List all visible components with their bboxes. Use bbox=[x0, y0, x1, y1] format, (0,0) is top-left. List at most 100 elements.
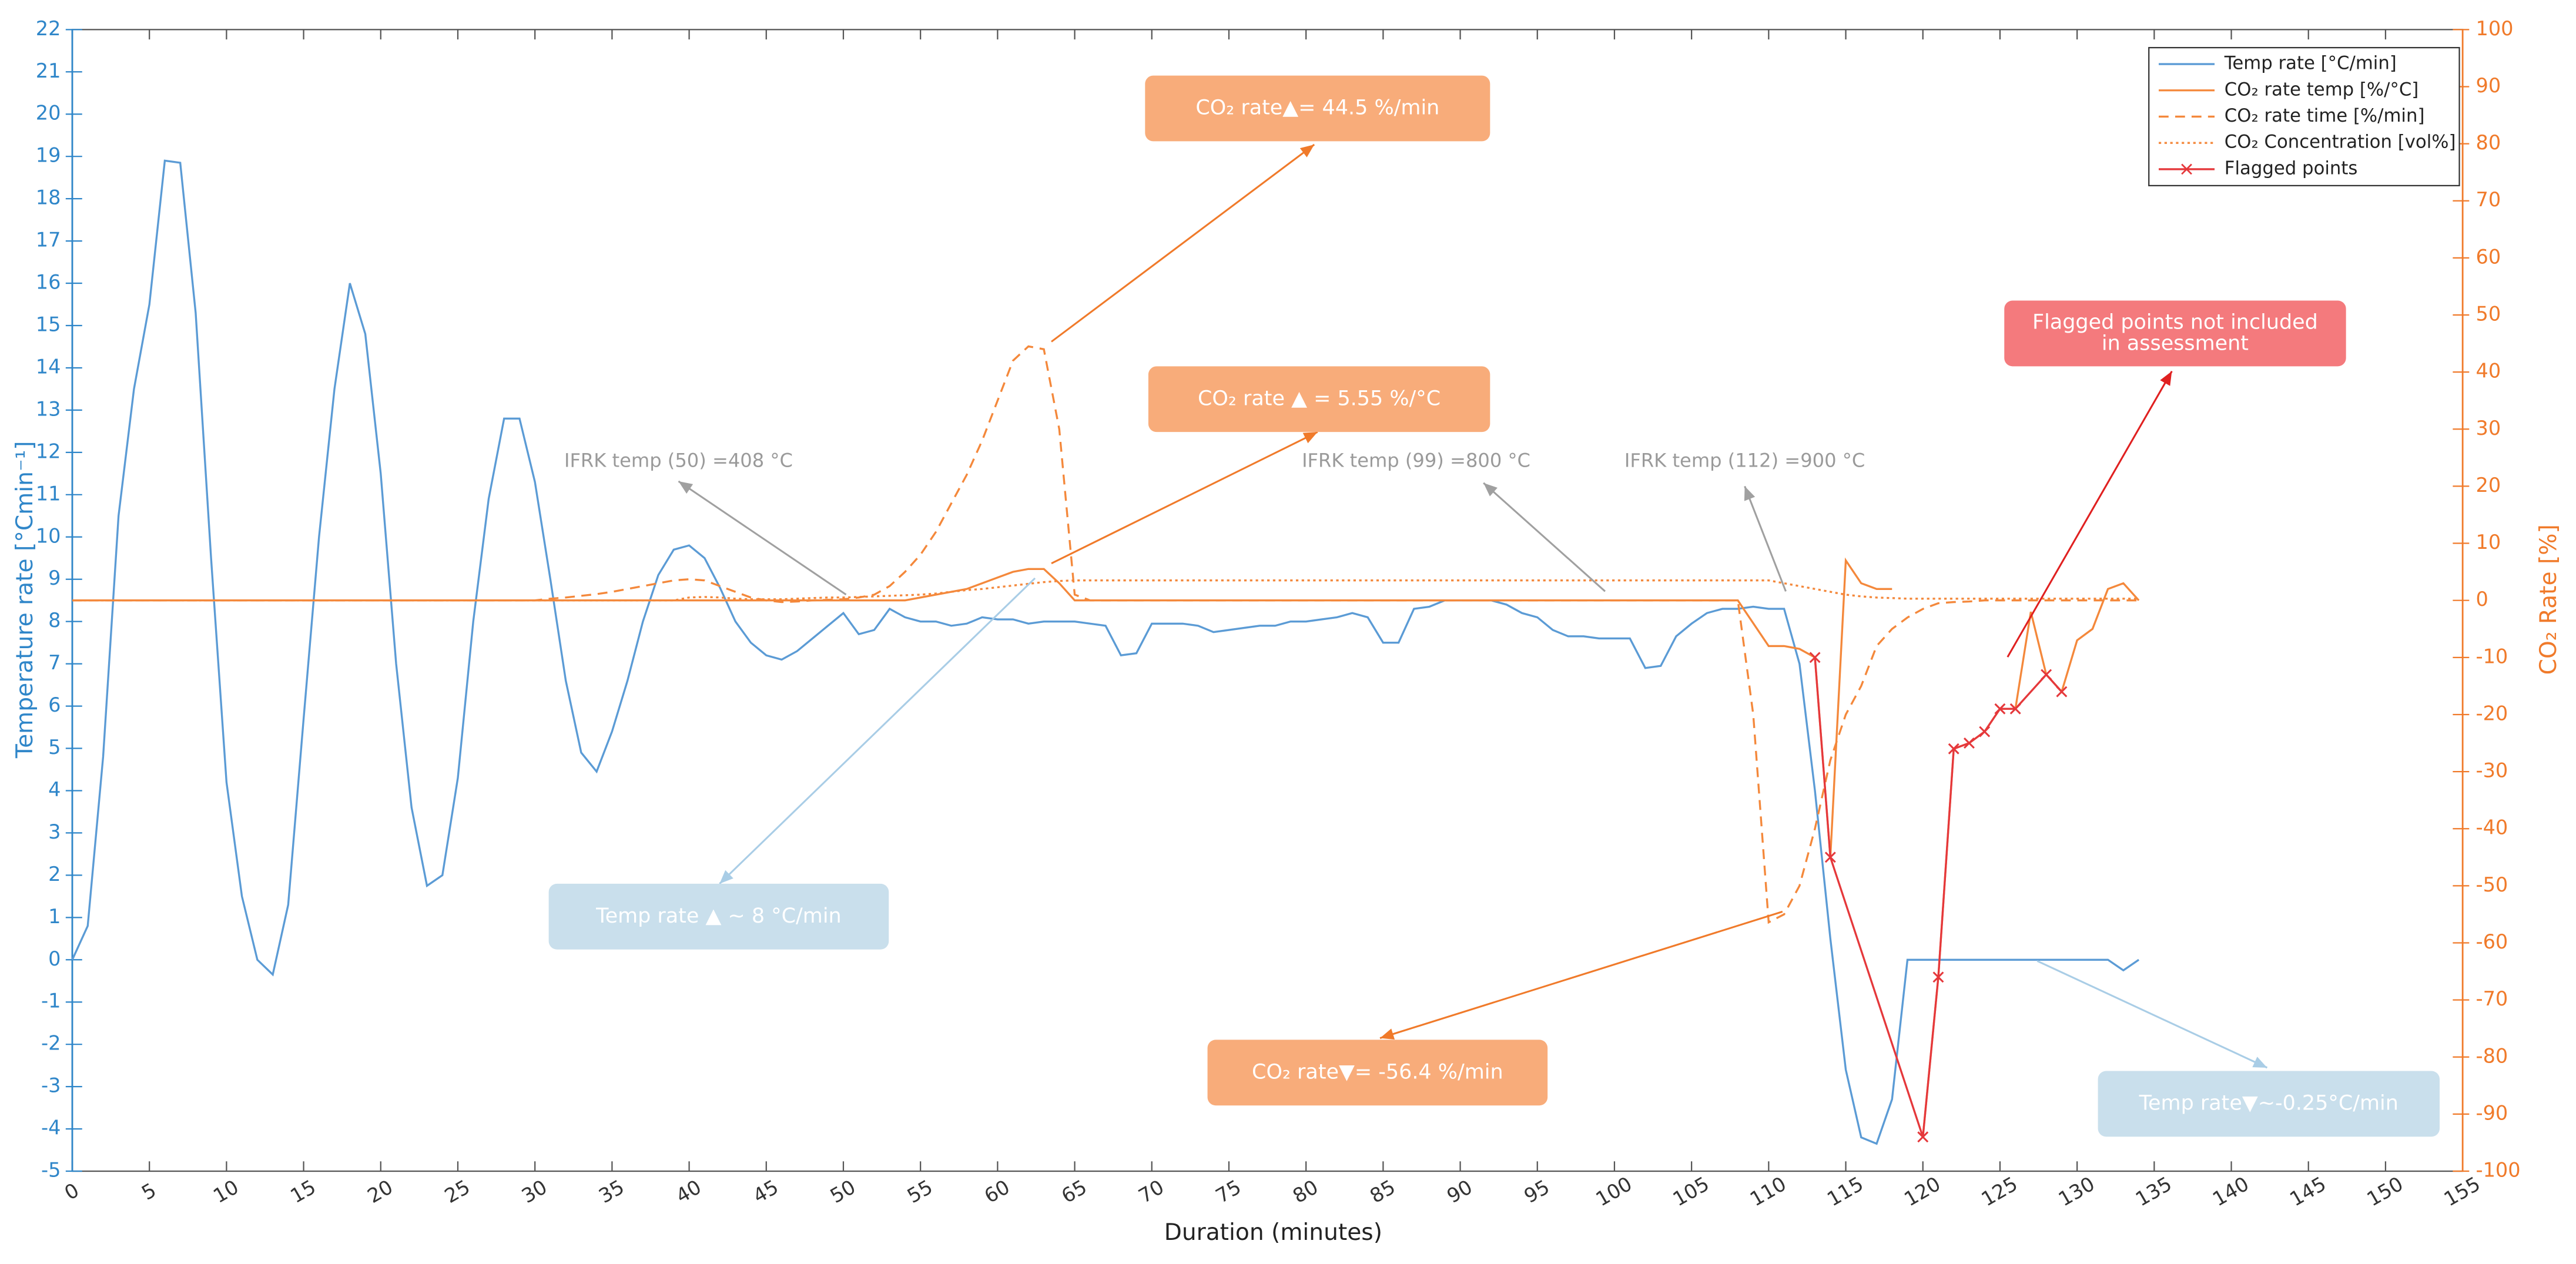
arrow-head bbox=[719, 870, 733, 884]
x-tick-label: 75 bbox=[1212, 1175, 1245, 1208]
x-tick-label: 90 bbox=[1443, 1175, 1476, 1208]
y2-tick-label: -30 bbox=[2475, 759, 2508, 782]
y-tick-label: 1 bbox=[48, 905, 61, 928]
y2-tick-label: -70 bbox=[2475, 987, 2508, 1010]
y-tick-label: 0 bbox=[48, 947, 61, 970]
x-tick-label: 145 bbox=[2286, 1172, 2330, 1211]
arrow-head bbox=[678, 481, 694, 494]
x-tick-label: 150 bbox=[2363, 1172, 2407, 1211]
x-tick-label: 70 bbox=[1135, 1175, 1168, 1208]
legend-label: CO₂ rate temp [%/°C] bbox=[2225, 79, 2419, 100]
arrow-head bbox=[1380, 1028, 1395, 1040]
x-tick-label: 20 bbox=[364, 1175, 397, 1208]
y-tick-label: -3 bbox=[41, 1074, 61, 1097]
y-tick-label: 20 bbox=[36, 102, 61, 125]
series-line bbox=[72, 579, 2139, 602]
y-tick-label: 13 bbox=[36, 397, 61, 420]
x-tick-label: 50 bbox=[826, 1175, 859, 1208]
y2-tick-label: 30 bbox=[2475, 417, 2501, 440]
y2-tick-label: -40 bbox=[2475, 816, 2508, 839]
y2-tick-label: 10 bbox=[2475, 531, 2501, 554]
x-tick-label: 10 bbox=[209, 1175, 242, 1208]
y-tick-label: 2 bbox=[48, 863, 61, 886]
x-tick-label: 30 bbox=[518, 1175, 551, 1208]
y-tick-label: 22 bbox=[36, 17, 61, 40]
annotation-text: CO₂ rate ▲ = 5.55 %/°C bbox=[1198, 387, 1441, 410]
annotation-arrow bbox=[2006, 370, 2173, 658]
y2-tick-label: -10 bbox=[2475, 645, 2508, 668]
y-tick-label: 5 bbox=[48, 736, 61, 759]
legend-label: Temp rate [°C/min] bbox=[2224, 53, 2397, 74]
flag-marker bbox=[1932, 971, 1944, 983]
y-tick-label: 16 bbox=[36, 271, 61, 294]
arrow-head bbox=[1299, 145, 1315, 157]
annotation-text: Temp rate▼~-0.25°C/min bbox=[2139, 1091, 2399, 1115]
annotation-text: CO₂ rate▼= -56.4 %/min bbox=[1252, 1060, 1503, 1084]
y2-tick-label: -50 bbox=[2475, 873, 2508, 896]
annotation-box bbox=[548, 883, 889, 950]
y-tick-label: -1 bbox=[41, 990, 61, 1012]
y-tick-label: 15 bbox=[36, 313, 61, 336]
x-tick-label: 135 bbox=[2132, 1172, 2176, 1211]
y-tick-label: 11 bbox=[36, 482, 61, 505]
annotation-box bbox=[1148, 366, 1490, 432]
x-tick-label: 140 bbox=[2209, 1172, 2253, 1211]
flag-marker bbox=[1809, 652, 1821, 663]
annotation-arrow bbox=[678, 480, 847, 596]
y-tick-label: 3 bbox=[48, 820, 61, 843]
y2-tick-label: -80 bbox=[2475, 1044, 2508, 1067]
flag-marker bbox=[2009, 703, 2021, 715]
arrow-head bbox=[1744, 486, 1756, 501]
series-line bbox=[71, 159, 2140, 1145]
y-tick-label: 17 bbox=[36, 229, 61, 252]
arrow-head bbox=[2160, 371, 2172, 386]
annotation-text: Flagged points not included bbox=[2032, 310, 2318, 334]
y2-tick-label: 60 bbox=[2475, 245, 2501, 268]
x-tick-label: 110 bbox=[1746, 1172, 1790, 1211]
series-line bbox=[1814, 657, 2063, 1138]
y-tick-label: 12 bbox=[36, 440, 61, 462]
annotation-box bbox=[1145, 75, 1490, 142]
legend-label: Flagged points bbox=[2225, 157, 2358, 179]
arrow-head bbox=[1302, 432, 1318, 444]
flag-marker bbox=[1979, 726, 1991, 737]
y-tick-label: 10 bbox=[36, 524, 61, 547]
y2-tick-label: -60 bbox=[2475, 930, 2508, 953]
annotation-arrow bbox=[1051, 431, 1318, 565]
y-tick-label: 4 bbox=[48, 778, 61, 801]
y2-axis-label: CO₂ Rate [%] bbox=[2535, 524, 2562, 675]
annotation-box bbox=[2098, 1071, 2440, 1137]
y-tick-label: 7 bbox=[48, 651, 61, 674]
y-tick-label: 18 bbox=[36, 186, 61, 209]
x-tick-label: 35 bbox=[595, 1175, 628, 1208]
x-tick-label: 15 bbox=[286, 1175, 319, 1208]
flag-marker bbox=[1917, 1131, 1929, 1143]
x-tick-label: 65 bbox=[1057, 1175, 1090, 1208]
annotation-arrow bbox=[2036, 960, 2268, 1069]
x-tick-label: 85 bbox=[1366, 1175, 1399, 1208]
y2-tick-label: 20 bbox=[2475, 474, 2501, 497]
annotation-text: in assessment bbox=[2102, 332, 2249, 356]
arrow-head bbox=[1483, 482, 1498, 497]
y-tick-label: -5 bbox=[41, 1159, 61, 1182]
flag-marker bbox=[1963, 737, 1975, 749]
legend-marker bbox=[2181, 163, 2192, 175]
y2-tick-label: 70 bbox=[2475, 188, 2501, 211]
annotation-box bbox=[2004, 300, 2346, 367]
y2-tick-label: 80 bbox=[2475, 131, 2501, 154]
annotation-arrow bbox=[719, 577, 1036, 884]
y2-tick-label: -100 bbox=[2475, 1159, 2520, 1182]
y2-tick-label: 0 bbox=[2475, 588, 2488, 611]
annotation-arrow bbox=[1744, 485, 1787, 592]
annotation-arrow bbox=[1051, 143, 1315, 343]
flag-marker bbox=[1824, 851, 1836, 863]
x-tick-label: 0 bbox=[61, 1178, 83, 1204]
series-line bbox=[72, 345, 2139, 924]
x-tick-label: 120 bbox=[1900, 1172, 1944, 1211]
y2-tick-label: 40 bbox=[2475, 360, 2501, 383]
y-tick-label: 6 bbox=[48, 693, 61, 716]
flag-marker bbox=[2056, 686, 2068, 698]
legend-label: CO₂ Concentration [vol%] bbox=[2225, 132, 2456, 153]
y-tick-label: 14 bbox=[36, 355, 61, 378]
